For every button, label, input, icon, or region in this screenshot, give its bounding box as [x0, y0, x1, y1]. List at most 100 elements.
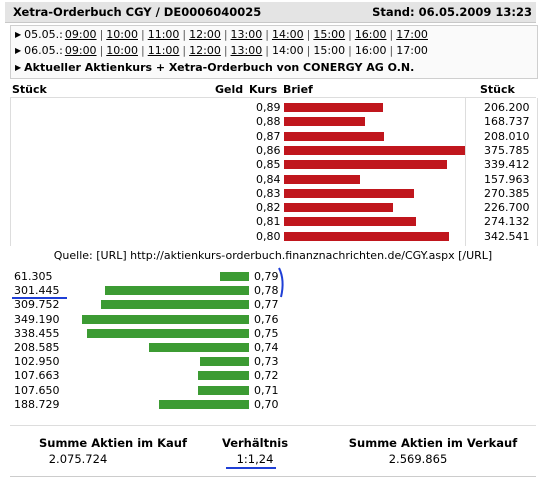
bid-price: 0,73 — [254, 355, 279, 369]
ask-panel — [10, 98, 538, 246]
ask-bar — [284, 160, 447, 170]
bid-qty: 107.650 — [14, 383, 60, 397]
timeline-time-1000[interactable]: 10:00 — [106, 44, 138, 57]
annotation-bracket — [278, 267, 284, 298]
timeline-time-1500[interactable]: 15:00 — [313, 28, 346, 41]
summary-divider — [10, 425, 536, 426]
timeline-time-1400[interactable]: 14:00 — [271, 28, 304, 41]
separator: | — [140, 28, 145, 41]
current-quote-label[interactable]: Aktueller Aktienkurs + Xetra-Orderbuch v… — [24, 61, 415, 74]
ask-bar — [284, 174, 360, 184]
separator: | — [348, 44, 352, 57]
ask-bar — [284, 131, 384, 141]
current-quote-link[interactable]: ▶ Aktueller Aktienkurs + Xetra-Orderbuch … — [15, 61, 414, 77]
bid-price: 0,79 — [254, 270, 279, 283]
separator: | — [182, 44, 187, 57]
ask-price: 0,85 — [256, 158, 281, 172]
ask-bar — [284, 117, 365, 127]
bid-bar — [198, 371, 249, 381]
timeline-time-1300[interactable]: 13:00 — [230, 44, 263, 57]
ask-qty: 342.541 — [484, 229, 530, 243]
ask-price: 0,83 — [256, 186, 281, 200]
timeline-time-1200[interactable]: 12:00 — [189, 44, 221, 57]
ask-qty: 339.412 — [484, 158, 530, 172]
col-stueck-left: Stück — [12, 83, 47, 96]
bid-bar — [159, 399, 249, 409]
col-brief: Brief — [283, 83, 313, 96]
ask-bar — [284, 231, 449, 241]
ask-qty: 226.700 — [484, 201, 530, 215]
ask-price: 0,84 — [256, 172, 281, 186]
ask-price: 0,80 — [256, 229, 281, 243]
separator: | — [389, 44, 394, 57]
bid-qty: 309.752 — [14, 298, 60, 312]
timeline-row-0605: ▶ 06.05.: 09:00 | 10:00 | 11:00 | 12:00 | 13:00 | 14… — [15, 44, 428, 60]
timeline-time-0900[interactable]: 09:00 — [64, 28, 97, 41]
triangle-right-icon: ▶ — [15, 63, 22, 72]
timeline-time-1100[interactable]: 11:00 — [147, 44, 180, 57]
timeline-time-1200[interactable]: 12:00 — [189, 28, 221, 41]
bid-bar — [198, 385, 249, 395]
bid-price: 0,70 — [254, 397, 279, 411]
timeline-date: 05.05.: — [24, 28, 63, 41]
bid-bar — [87, 328, 249, 338]
ask-price: 0,87 — [256, 129, 281, 143]
ask-qty: 208.010 — [484, 129, 530, 143]
timeline-time-1700[interactable]: 17:00 — [396, 28, 428, 41]
bid-price: 0,77 — [254, 298, 279, 312]
annotation-underline-ratio — [226, 467, 276, 469]
verhaeltnis-label: Verhältnis — [221, 436, 289, 450]
bid-bar — [220, 272, 249, 281]
bid-bar — [149, 343, 249, 352]
triangle-right-icon: ▶ — [15, 46, 22, 55]
stand-timestamp: Stand: 06.05.2009 13:23 — [372, 5, 532, 19]
timeline-time-1300[interactable]: 13:00 — [230, 28, 263, 41]
timeline-time-1100[interactable]: 11:00 — [147, 28, 180, 41]
col-stueck-right: Stück — [480, 83, 515, 96]
timeline-time-0900[interactable]: 09:00 — [64, 44, 97, 57]
bid-qty: 208.585 — [14, 341, 60, 354]
source-note: Quelle: [URL] http://aktienkurs-orderbuc… — [53, 249, 493, 262]
triangle-right-icon: ▶ — [15, 30, 22, 39]
separator: | — [265, 28, 269, 41]
ask-price: 0,86 — [256, 143, 281, 157]
timeline-time-1000[interactable]: 10:00 — [106, 28, 138, 41]
ask-qty: 206.200 — [484, 101, 530, 114]
ask-qty: 274.132 — [484, 215, 530, 229]
bid-bar — [82, 314, 249, 324]
sum-kauf-value: 2.075.724 — [48, 452, 108, 466]
ask-price: 0,88 — [256, 115, 281, 129]
separator: | — [99, 28, 104, 41]
timeline-row-0505: ▶ 05.05.: 09:00 | 10:00 | 11:00 | 12:00 | 13:00 | 14… — [15, 28, 428, 44]
ask-price: 0,82 — [256, 201, 281, 215]
ask-bar — [284, 188, 414, 198]
ask-qty: 168.737 — [484, 115, 530, 129]
bid-price: 0,76 — [254, 312, 279, 326]
timeline-time-1600[interactable]: 16:00 — [354, 28, 387, 41]
ask-bar — [284, 103, 383, 112]
ask-bar — [284, 145, 465, 155]
timeline-time-1500: 15:00 — [313, 44, 346, 57]
separator: | — [140, 44, 145, 57]
separator: | — [306, 44, 311, 57]
annotation-underline-qty — [12, 297, 67, 299]
ask-qty: 375.785 — [484, 143, 530, 157]
bid-bar — [101, 300, 249, 310]
sum-verkauf-value: 2.569.865 — [388, 452, 448, 466]
ask-bar — [284, 203, 393, 213]
col-geld: Geld — [215, 83, 244, 96]
ask-price: 0,81 — [256, 215, 281, 229]
bid-qty: 188.729 — [14, 397, 60, 411]
bid-qty: 349.190 — [14, 312, 60, 326]
bid-price: 0,72 — [254, 369, 279, 383]
bid-qty: 102.950 — [14, 355, 60, 369]
separator: | — [389, 28, 394, 41]
separator: | — [223, 28, 228, 41]
timeline-nav: ▶ 05.05.: 09:00 | 10:00 | 11:00 | 12:00 | 13:00 | 14… — [10, 25, 538, 79]
bid-qty: 61.305 — [14, 270, 53, 283]
ask-bar — [284, 217, 416, 227]
column-header: Stück Geld Kurs Brief Stück — [10, 83, 536, 98]
timeline-time-1700: 17:00 — [396, 44, 428, 57]
sum-kauf-label: Summe Aktien im Kauf — [38, 436, 187, 450]
ask-qty: 270.385 — [484, 186, 530, 200]
